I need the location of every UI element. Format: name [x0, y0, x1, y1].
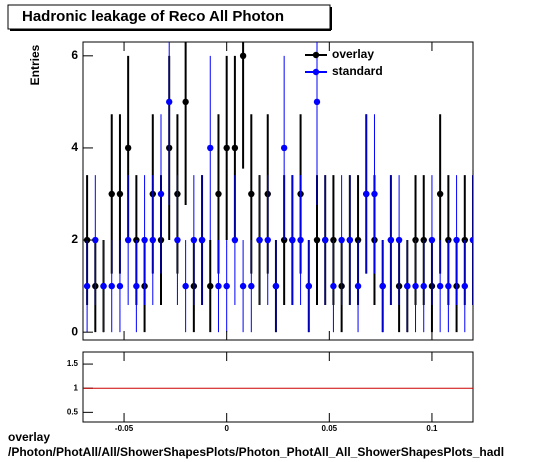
x-tick-label: 0 [224, 424, 229, 433]
point [330, 282, 337, 290]
y-tick-label: 0.5 [67, 407, 79, 416]
point [248, 190, 255, 198]
point [100, 282, 107, 290]
point [157, 190, 165, 198]
point [272, 282, 280, 290]
point [379, 282, 386, 290]
point [248, 282, 255, 290]
point [190, 236, 198, 244]
point [453, 236, 460, 244]
point [124, 236, 132, 244]
point [371, 190, 378, 198]
point [428, 236, 436, 244]
point [116, 282, 124, 290]
point [445, 282, 452, 290]
ratio-frame [82, 351, 474, 423]
point [289, 236, 296, 244]
point [387, 236, 395, 244]
legend-marker [312, 51, 320, 59]
title-box [7, 4, 331, 30]
point [239, 52, 247, 60]
point [124, 144, 132, 152]
y-tick-label: 2 [71, 232, 78, 246]
y-tick-label: 1.5 [67, 359, 79, 368]
chart-title: Hadronic leakage of Reco All Photon [22, 8, 284, 25]
plot-area [83, 42, 473, 333]
point [412, 282, 419, 290]
legend-label: overlay [332, 47, 374, 61]
point [108, 282, 115, 290]
point [346, 236, 354, 244]
y-tick-label: 6 [71, 48, 78, 62]
footer-label: overlay [8, 430, 50, 444]
y-axis-label: Entries [28, 44, 42, 85]
point [166, 98, 173, 106]
point [149, 236, 156, 244]
point [363, 190, 370, 198]
point [322, 236, 329, 244]
point [420, 282, 427, 290]
point [231, 144, 239, 152]
y-tick-label: 4 [71, 140, 78, 154]
point [436, 190, 444, 198]
point [461, 282, 468, 290]
x-tick-label: 0.1 [426, 424, 438, 433]
frame [82, 41, 474, 341]
point [182, 98, 189, 106]
point [207, 282, 214, 290]
point [116, 190, 124, 198]
point [297, 236, 304, 244]
point [182, 282, 189, 290]
point [264, 236, 271, 244]
point [313, 98, 321, 106]
point [174, 236, 181, 244]
point [239, 282, 247, 290]
point [133, 282, 140, 290]
point [404, 282, 411, 290]
point [469, 236, 473, 244]
y-tick-label: 0 [71, 324, 78, 338]
point [223, 282, 230, 290]
point [198, 236, 206, 244]
point [305, 282, 312, 290]
point [141, 236, 148, 244]
legend-marker [312, 68, 320, 76]
point [215, 282, 222, 290]
point [354, 282, 362, 290]
point [207, 144, 214, 152]
point [223, 144, 230, 152]
point [108, 190, 115, 198]
point [92, 236, 99, 244]
x-tick-label: 0.05 [322, 424, 338, 433]
legend-label: standard [332, 64, 383, 78]
point [280, 144, 288, 152]
footer-path: /Photon/PhotAll/All/ShowerShapesPlots/Ph… [8, 445, 504, 459]
point [313, 236, 321, 244]
point [436, 282, 444, 290]
point [215, 190, 222, 198]
x-tick-label: -0.05 [115, 424, 134, 433]
point [83, 282, 91, 290]
point [395, 236, 403, 244]
point [256, 236, 263, 244]
point [231, 236, 239, 244]
y-tick-label: 1 [74, 383, 79, 392]
point [338, 236, 345, 244]
